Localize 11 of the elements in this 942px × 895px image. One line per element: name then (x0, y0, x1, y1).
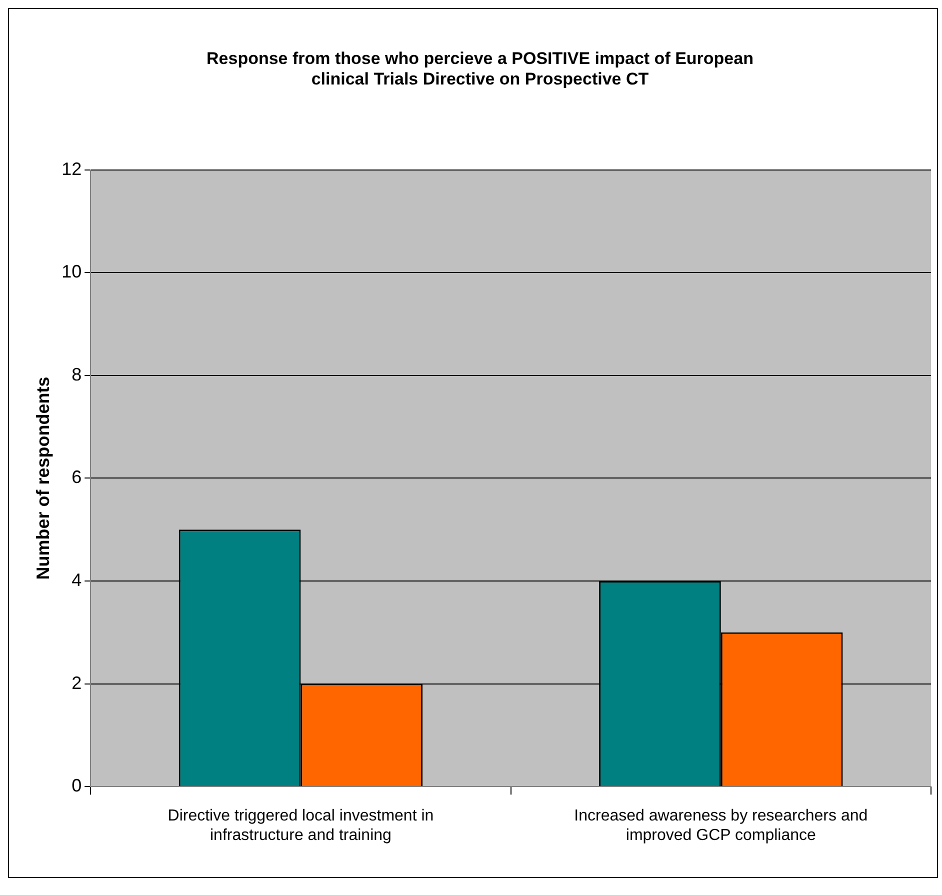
x-tick-label: Increased awareness by researchers and improved GCP compliance (574, 808, 868, 844)
y-tick-label: 10 (62, 262, 82, 282)
x-tick-label: Directive triggered local investment in infrastructure and training (168, 808, 434, 844)
y-tick-label: 12 (62, 158, 82, 179)
y-tick-label: 6 (72, 467, 82, 488)
chart-title: Response from those who percieve a POSITIVE impact of European clinical Trials Directive on Prospective CT (206, 48, 754, 88)
y-tick-label: 0 (72, 776, 82, 796)
y-tick-label: 8 (72, 364, 82, 384)
y-axis-title: Number of respondents (32, 376, 53, 580)
y-tick-label: 4 (72, 570, 82, 590)
y-tick-label: 2 (72, 672, 82, 693)
